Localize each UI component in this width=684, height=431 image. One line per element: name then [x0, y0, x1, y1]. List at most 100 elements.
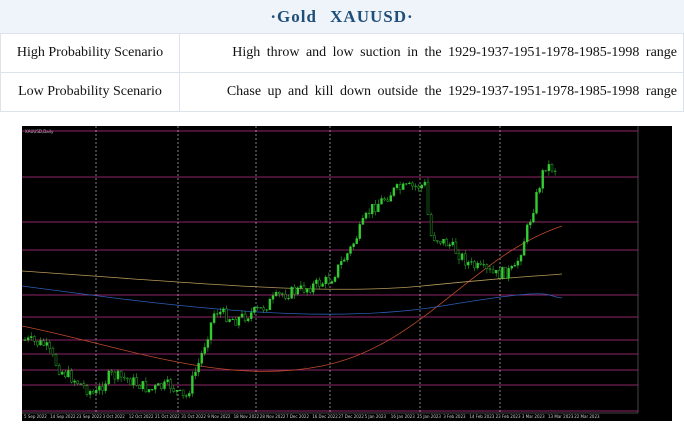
candle-body — [54, 354, 58, 366]
candle-body — [526, 224, 529, 242]
date-label: 27 Dec 2022 — [338, 414, 364, 419]
candle-body — [398, 184, 402, 190]
ma-line — [22, 285, 563, 315]
candle-body — [433, 235, 436, 241]
candle-body — [250, 312, 253, 319]
candle-body — [377, 203, 380, 212]
candle-body — [386, 199, 389, 202]
candle-body — [423, 181, 427, 186]
candle-body — [451, 241, 454, 246]
candle-body — [454, 241, 458, 254]
candle-body — [485, 264, 489, 269]
candle-body — [284, 294, 287, 299]
candle-body — [101, 386, 104, 391]
date-label: 14 Feb 2023 — [469, 414, 494, 419]
candle-body — [532, 212, 535, 223]
candle-body — [476, 262, 479, 269]
candle-body — [225, 308, 228, 322]
candle-body — [209, 322, 213, 340]
date-label: 28 Nov 2022 — [260, 414, 286, 419]
candle-body — [278, 292, 281, 294]
date-label: 5 Jan 2023 — [365, 414, 387, 419]
candle-body — [389, 195, 392, 202]
date-label: 18 Nov 2022 — [234, 414, 260, 419]
date-label: 13 Mar 2023 — [548, 414, 574, 419]
candle-body — [36, 341, 39, 346]
candle-body — [271, 295, 275, 300]
candle-body — [88, 391, 92, 395]
candle-body — [361, 218, 365, 225]
candle-body — [64, 371, 67, 378]
date-label: 3 Mar 2023 — [522, 414, 545, 419]
candle-body — [172, 388, 176, 392]
candle-body — [23, 339, 27, 341]
candle-body — [411, 182, 414, 187]
candle-body — [395, 184, 399, 189]
candle-body — [48, 342, 51, 349]
candle-body — [253, 307, 256, 313]
candle-body — [67, 370, 70, 378]
candle-body — [163, 381, 166, 389]
candle-body — [535, 192, 538, 214]
candle-body — [498, 270, 501, 279]
date-label: 9 Nov 2022 — [207, 414, 231, 419]
candle-body — [510, 266, 513, 269]
date-label: 12 Oct 2022 — [129, 414, 154, 419]
date-label: 3 Oct 2022 — [103, 414, 126, 419]
candle-body — [144, 381, 148, 393]
candle-body — [544, 170, 547, 172]
candle-body — [538, 188, 541, 193]
candle-body — [141, 381, 145, 390]
candle-body — [256, 307, 259, 309]
chart-image: XAUUSD,Daily 5 Sep 2022 14 Sep 2022 23 Sep… — [22, 126, 672, 421]
title: ·Gold XAUUSD· — [0, 0, 684, 33]
candle-body — [529, 221, 532, 226]
candle-body — [76, 380, 79, 385]
candle-body — [519, 255, 523, 262]
candle-body — [274, 292, 278, 296]
candle-body — [194, 371, 197, 376]
candle-body — [479, 262, 482, 265]
candle-body — [240, 313, 244, 318]
candle-body — [197, 363, 200, 373]
candle-body — [374, 204, 377, 212]
candle-body — [175, 390, 179, 392]
candle-body — [82, 383, 86, 386]
candle-body — [166, 379, 169, 382]
date-label: 14 Sep 2022 — [50, 414, 76, 419]
candle-body — [426, 181, 430, 215]
candle-body — [234, 318, 238, 326]
candle-body — [222, 308, 225, 313]
candle-body — [79, 383, 82, 385]
candle-body — [364, 212, 368, 219]
candle-body — [417, 185, 420, 189]
candle-body — [104, 383, 107, 391]
candle-body — [160, 383, 163, 389]
candle-body — [470, 261, 473, 263]
candle-body — [408, 182, 411, 185]
candle-body — [246, 318, 250, 322]
candle-body — [33, 336, 36, 342]
candle-body — [169, 379, 172, 389]
candle-body — [39, 340, 42, 346]
candle-body — [237, 316, 241, 326]
candle-body — [371, 204, 374, 215]
candle-body — [312, 283, 315, 293]
candle-body — [380, 198, 383, 205]
candle-body — [504, 267, 507, 279]
candle-body — [321, 283, 324, 287]
candle-body — [191, 375, 194, 394]
candle-body — [73, 380, 76, 383]
date-label: 21 Oct 2022 — [155, 414, 180, 419]
candle-body — [57, 365, 61, 375]
candle-body — [70, 370, 73, 383]
candle-body — [352, 243, 355, 247]
candle-body — [495, 270, 498, 274]
date-label: 5 Sep 2022 — [24, 414, 47, 419]
candle-body — [243, 313, 247, 322]
candle-body — [507, 268, 510, 279]
candle-body — [383, 198, 386, 201]
candle-body — [327, 276, 330, 284]
candle-body — [315, 279, 318, 284]
